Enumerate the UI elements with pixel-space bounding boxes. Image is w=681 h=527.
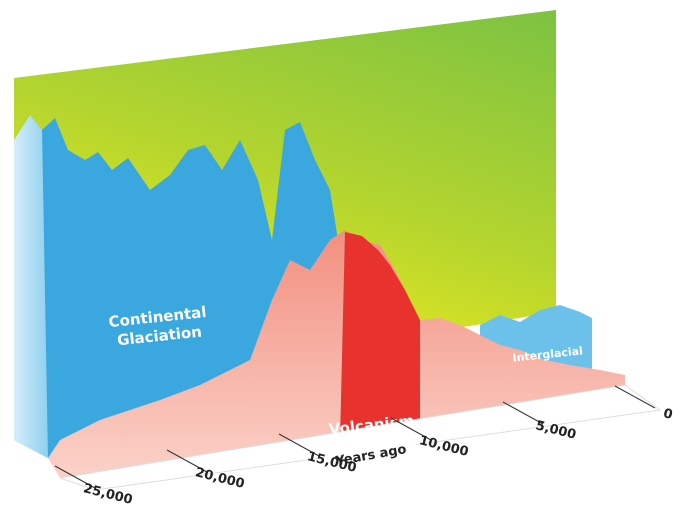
x-tick <box>54 465 96 489</box>
x-tick-label: 0 <box>662 406 674 423</box>
x-tick <box>278 433 320 457</box>
x-tick <box>390 417 432 441</box>
x-label-bg <box>323 436 418 473</box>
floor <box>59 384 662 491</box>
glaciation-side <box>14 115 48 458</box>
x-tick <box>614 385 656 409</box>
x-tick <box>502 401 544 425</box>
x-tick <box>166 449 208 473</box>
volcanism-area <box>48 230 625 478</box>
volcanism-peak <box>340 232 420 440</box>
